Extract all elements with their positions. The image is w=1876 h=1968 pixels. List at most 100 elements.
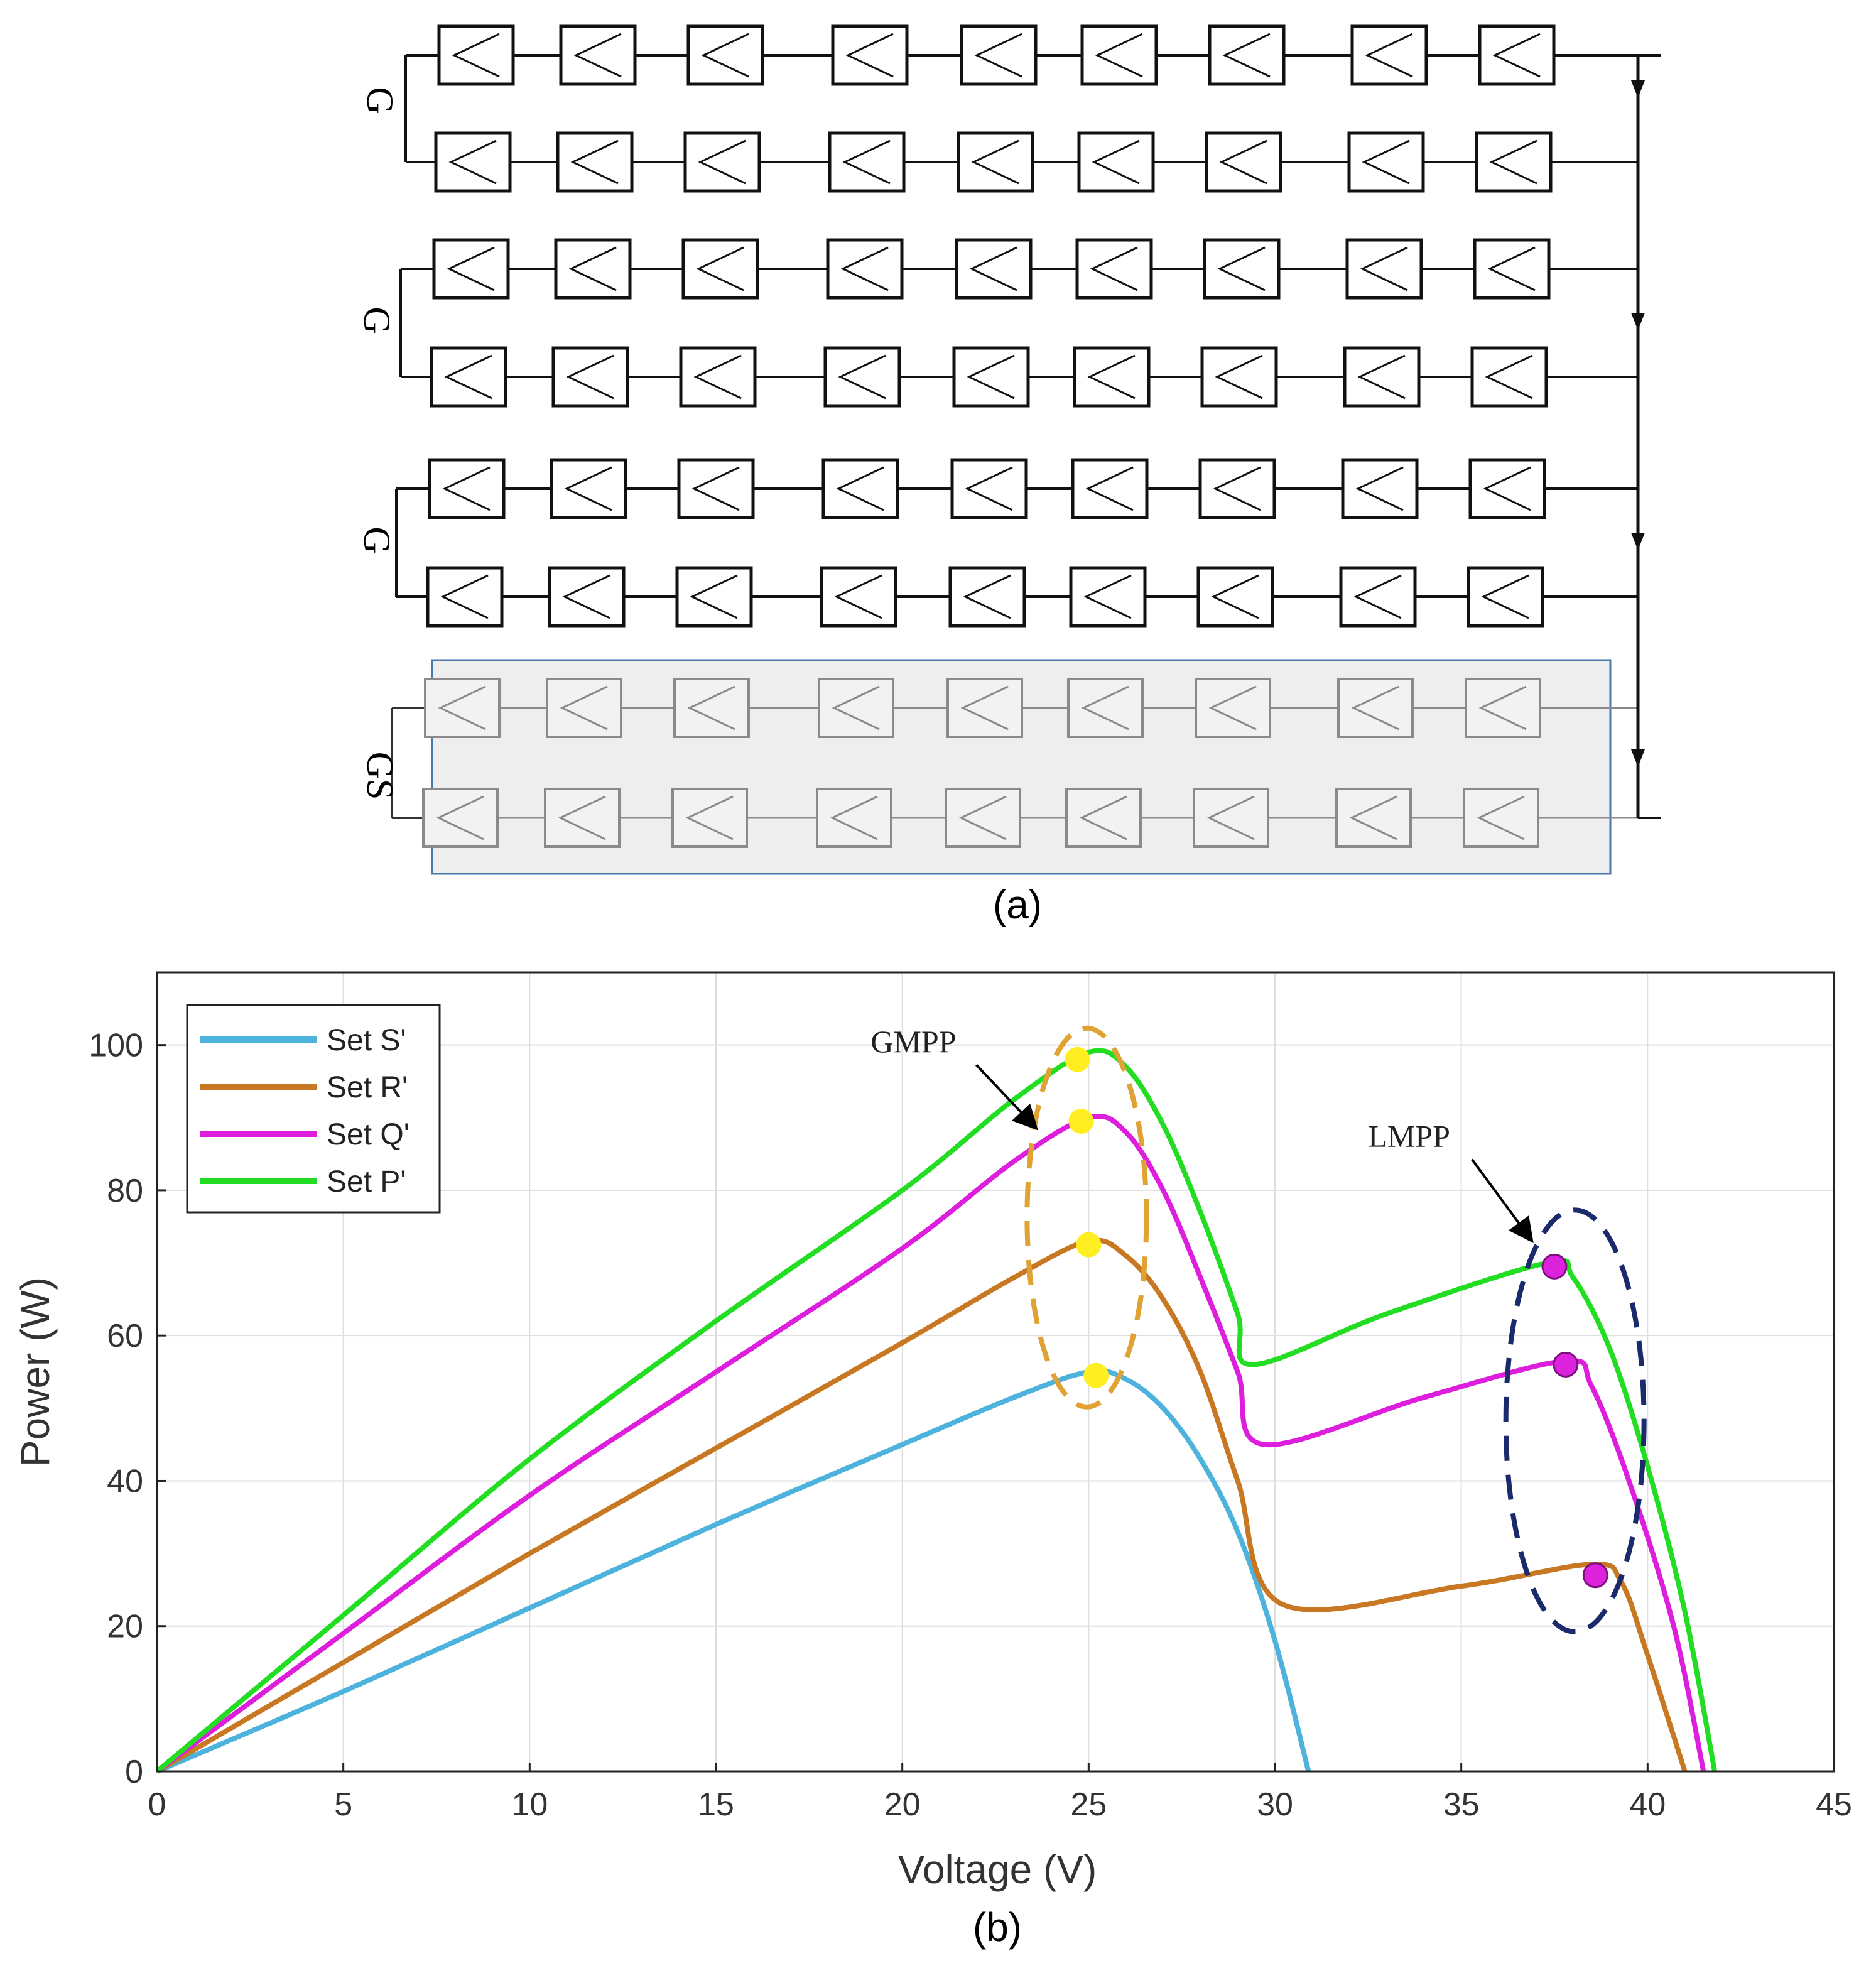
data-series [155,1048,1718,1774]
series-line-2 [155,1113,1706,1774]
group-labels: G G G GS [356,87,401,800]
series-line-3 [155,1048,1718,1774]
y-tick-label: 60 [107,1318,143,1354]
pv-module-symbol [836,466,884,511]
pv-module [556,131,634,193]
group-label-1: G [359,87,401,114]
bus-arrow [1631,80,1645,98]
pv-module-symbol [558,795,606,840]
gmpp-marker [1076,1232,1102,1258]
plot-frame [156,971,1835,1773]
pv-module [679,346,757,408]
pv-module [1200,346,1278,408]
pv-module-symbol [1206,795,1255,840]
y-tick-label: 40 [107,1463,143,1499]
pv-module [820,566,897,628]
axis-ticks: 0 5 10 15 20 25 30 35 40 45 0 20 40 60 80 100 [89,1028,1852,1823]
pv-module [422,788,499,848]
pv-module-symbol [687,685,735,731]
pv-module-symbol [1090,246,1138,291]
pv-module-symbol [685,795,734,840]
pv-module [1073,346,1151,408]
bus-arrow [1631,749,1645,767]
pv-module-symbol [845,33,894,78]
pv-module [1475,131,1553,193]
pv-module [437,24,515,86]
pv-module-symbol [967,354,1015,400]
gmpp-ellipse [1024,1025,1149,1410]
pv-module [1080,24,1158,86]
pv-module-symbol [834,574,882,619]
pv-module-symbol [1083,574,1132,619]
pv-module-symbol [963,574,1011,619]
pv-module-symbol [1481,574,1529,619]
pv-module-symbol [452,33,500,78]
lmpp-arrow [1470,1158,1534,1244]
pv-module-symbol [971,139,1019,185]
pv-module [1347,131,1425,193]
pv-module [1470,346,1548,408]
x-tick-label: 35 [1443,1786,1480,1823]
pv-module [823,346,901,408]
pv-module [686,24,764,86]
pv-module-symbol [830,795,878,840]
pv-module [428,458,506,519]
pv-module [550,458,627,519]
pv-module [955,238,1033,300]
pv-module-symbol [1349,795,1397,840]
pv-module [1463,788,1539,848]
legend-label-set-r: Set R' [327,1071,408,1104]
series-line-0 [156,1368,1311,1774]
pv-module [1473,238,1551,300]
pv-module-symbol [832,685,880,731]
y-tick-label: 100 [89,1028,143,1064]
pv-module-symbol [1081,685,1129,731]
pv-module-symbol [1478,685,1527,731]
lmpp-marker [1553,1351,1579,1378]
pv-module [1337,678,1414,738]
pv-module-symbol [1215,354,1263,400]
pv-module [1345,238,1423,300]
pv-module [673,678,750,738]
pv-module [1071,458,1149,519]
pv-module [1065,788,1142,848]
pv-module [430,346,507,408]
pv-module [1195,678,1271,738]
group-label-3: G [356,526,398,553]
pv-module [821,458,899,519]
pv-module-symbol [1365,33,1413,78]
y-tick-label: 20 [107,1609,143,1645]
pv-module-symbol [1487,246,1536,291]
x-tick-label: 15 [698,1786,734,1823]
pv-module [1193,788,1269,848]
pv-module-symbol [698,139,746,185]
legend-label-set-p: Set P' [327,1165,406,1199]
y-axis-label: Power (W) [13,1277,58,1467]
pv-module [816,788,892,848]
pv-module [1075,238,1153,300]
pv-module-symbol [447,246,495,291]
pv-module-symbol [838,354,886,400]
pv-module [1339,566,1417,628]
pv-module-symbol [1492,33,1541,78]
pv-module [432,238,510,300]
gmpp-annotation: GMPP [870,1024,956,1059]
legend-label-set-q: Set Q' [327,1118,409,1151]
mpp-markers [1024,1025,1647,1634]
pv-module-symbol [701,33,749,78]
x-tick-label: 20 [884,1786,921,1823]
pv-module-symbol [1360,246,1408,291]
pv-module-symbol [1351,685,1399,731]
pv-module [960,24,1038,86]
series-line-1 [155,1237,1688,1774]
pv-module [828,131,906,193]
pv-module [559,24,637,86]
pv-module [948,566,1026,628]
pv-module [424,678,501,738]
pv-module-symbol [560,685,608,731]
pv-module-symbol [1362,139,1410,185]
pv-module [1196,566,1274,628]
pv-module-symbol [1079,795,1127,840]
pv-module [945,788,1021,848]
pv-module-symbol [448,139,497,185]
